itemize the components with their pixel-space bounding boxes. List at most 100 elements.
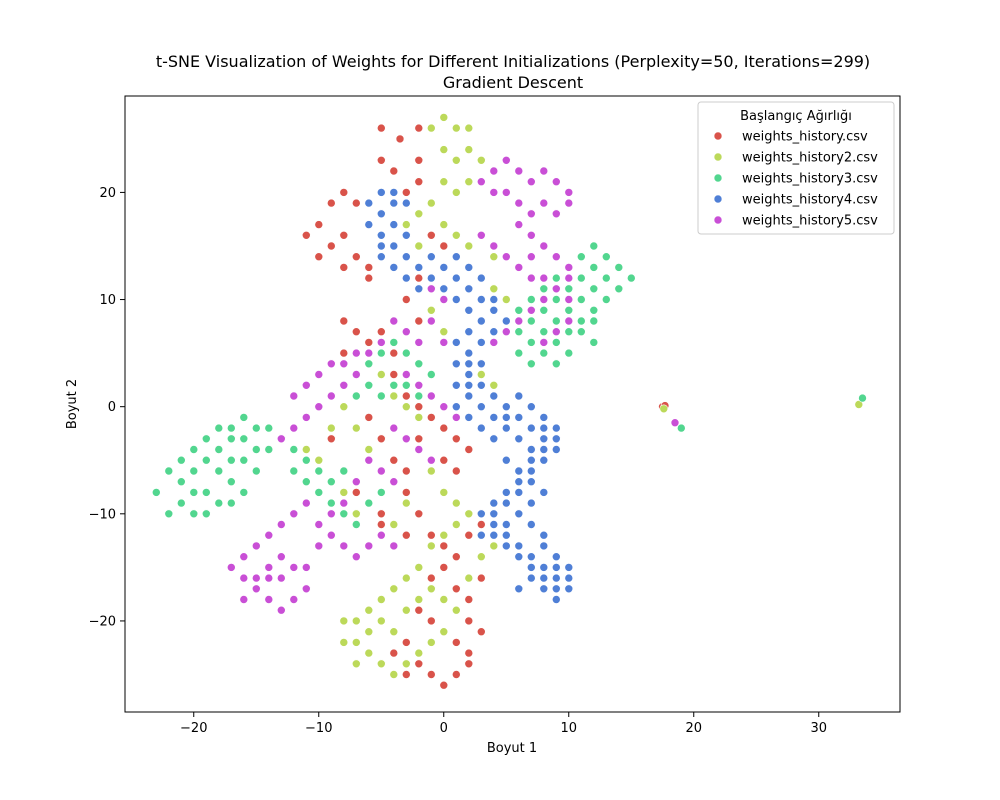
scatter-point-s3-27 bbox=[251, 445, 261, 454]
scatter-point-s5-85 bbox=[251, 584, 261, 594]
scatter-point-s5-48 bbox=[351, 370, 361, 379]
scatter-point-s5-15 bbox=[476, 177, 486, 186]
scatter-point-s1-11 bbox=[339, 188, 349, 197]
scatter-point-s2-20 bbox=[489, 252, 499, 262]
scatter-point-s2-77 bbox=[489, 541, 499, 551]
scatter-point-s1-72 bbox=[426, 616, 436, 626]
scatter-point-s4-92 bbox=[564, 563, 574, 572]
scatter-point-s1-63 bbox=[451, 552, 461, 562]
scatter-point-s2-60 bbox=[389, 670, 399, 679]
scatter-point-s2-6 bbox=[451, 156, 461, 165]
scatter-point-s3-26 bbox=[239, 434, 249, 444]
scatter-point-s4-25 bbox=[476, 402, 486, 412]
scatter-point-s1-50 bbox=[376, 434, 386, 444]
scatter-point-s3-65 bbox=[576, 252, 586, 262]
scatter-point-s1-61 bbox=[426, 530, 436, 540]
scatter-point-s2-36 bbox=[351, 423, 361, 433]
scatter-point-s5-20 bbox=[564, 263, 574, 272]
scatter-point-s3-64 bbox=[626, 273, 636, 283]
scatter-point-s5-105 bbox=[670, 418, 680, 428]
scatter-point-s3-74 bbox=[564, 284, 574, 294]
scatter-point-s4-102 bbox=[476, 273, 486, 283]
scatter-point-s4-29 bbox=[526, 402, 536, 412]
scatter-point-s3-1 bbox=[152, 488, 161, 497]
scatter-point-s1-84 bbox=[476, 627, 486, 637]
scatter-point-s3-52 bbox=[414, 359, 424, 369]
scatter-point-s3-70 bbox=[576, 273, 586, 283]
scatter-point-s4-108 bbox=[451, 402, 461, 412]
scatter-point-s4-28 bbox=[514, 391, 524, 401]
scatter-point-s1-54 bbox=[451, 466, 461, 476]
scatter-point-s2-46 bbox=[464, 509, 474, 519]
scatter-point-s4-93 bbox=[551, 552, 561, 562]
scatter-point-s5-7 bbox=[564, 188, 574, 197]
scatter-point-s1-74 bbox=[451, 638, 461, 647]
scatter-point-s4-101 bbox=[464, 263, 474, 272]
scatter-point-s4-89 bbox=[539, 573, 549, 583]
scatter-point-s4-90 bbox=[551, 584, 561, 594]
x-tick-label-3: 0 bbox=[440, 721, 448, 736]
scatter-point-s3-76 bbox=[589, 305, 599, 315]
scatter-point-s3-71 bbox=[589, 284, 599, 294]
legend-label-5: weights_history5.csv bbox=[742, 214, 878, 229]
chart-subtitle: Gradient Descent bbox=[443, 73, 583, 92]
scatter-point-s5-11 bbox=[526, 209, 536, 219]
scatter-point-s3-24 bbox=[214, 423, 224, 433]
scatter-point-s1-15 bbox=[339, 231, 349, 240]
legend-label-2: weights_history2.csv bbox=[742, 151, 878, 166]
scatter-point-s3-62 bbox=[601, 252, 611, 262]
x-tick-label-1: −20 bbox=[180, 721, 207, 736]
scatter-point-s3-78 bbox=[551, 295, 561, 304]
scatter-point-s1-23 bbox=[314, 252, 324, 262]
scatter-point-s1-12 bbox=[326, 198, 336, 208]
scatter-point-s1-46 bbox=[439, 423, 449, 433]
scatter-point-s3-56 bbox=[364, 380, 374, 390]
scatter-point-s1-31 bbox=[401, 295, 411, 304]
scatter-point-s1-81 bbox=[451, 670, 461, 679]
scatter-point-s3-20 bbox=[214, 445, 224, 454]
scatter-point-s1-24 bbox=[339, 263, 349, 272]
scatter-point-s1-37 bbox=[364, 338, 374, 347]
scatter-point-s5-52 bbox=[301, 413, 311, 422]
scatter-point-s1-53 bbox=[439, 455, 449, 465]
scatter-point-s1-8 bbox=[401, 188, 411, 197]
scatter-point-s4-88 bbox=[526, 563, 536, 572]
scatter-point-s2-81 bbox=[326, 423, 336, 433]
scatter-point-s4-36 bbox=[514, 477, 524, 487]
scatter-point-s2-2 bbox=[439, 113, 449, 122]
scatter-point-s4-34 bbox=[539, 455, 549, 465]
scatter-point-s4-107 bbox=[464, 380, 474, 390]
scatter-point-s5-32 bbox=[476, 231, 486, 240]
scatter-point-s3-96 bbox=[589, 316, 599, 326]
scatter-point-s4-85 bbox=[489, 530, 499, 540]
scatter-point-s5-16 bbox=[514, 220, 524, 229]
scatter-point-s5-43 bbox=[414, 338, 424, 347]
y-tick-label-5: 20 bbox=[99, 186, 116, 201]
scatter-point-s5-89 bbox=[301, 584, 311, 594]
scatter-point-s4-61 bbox=[364, 220, 374, 229]
scatter-point-s2-43 bbox=[426, 466, 436, 476]
scatter-point-s4-87 bbox=[514, 552, 524, 562]
scatter-point-s2-34 bbox=[414, 413, 424, 422]
scatter-point-s2-80 bbox=[401, 498, 411, 508]
scatter-point-s4-38 bbox=[489, 498, 499, 508]
scatter-point-s5-94 bbox=[239, 595, 249, 604]
scatter-point-s4-72 bbox=[476, 380, 486, 390]
scatter-point-s5-21 bbox=[564, 273, 574, 283]
scatter-point-s4-103 bbox=[489, 295, 499, 304]
scatter-point-s2-53 bbox=[376, 595, 386, 604]
scatter-point-s3-58 bbox=[389, 380, 399, 390]
scatter-point-s4-109 bbox=[464, 413, 474, 422]
scatter-point-s5-44 bbox=[401, 327, 411, 337]
scatter-point-s3-93 bbox=[514, 348, 524, 358]
scatter-point-s3-22 bbox=[239, 455, 249, 465]
scatter-point-s5-25 bbox=[514, 316, 524, 326]
scatter-point-s2-64 bbox=[439, 627, 449, 637]
scatter-point-s4-113 bbox=[514, 434, 524, 444]
scatter-point-s2-10 bbox=[451, 188, 461, 197]
scatter-point-s4-83 bbox=[489, 509, 499, 519]
scatter-point-s4-58 bbox=[514, 466, 524, 476]
scatter-point-s4-9 bbox=[401, 273, 411, 283]
scatter-point-s2-62 bbox=[414, 648, 424, 658]
scatter-point-s2-4 bbox=[464, 123, 474, 133]
